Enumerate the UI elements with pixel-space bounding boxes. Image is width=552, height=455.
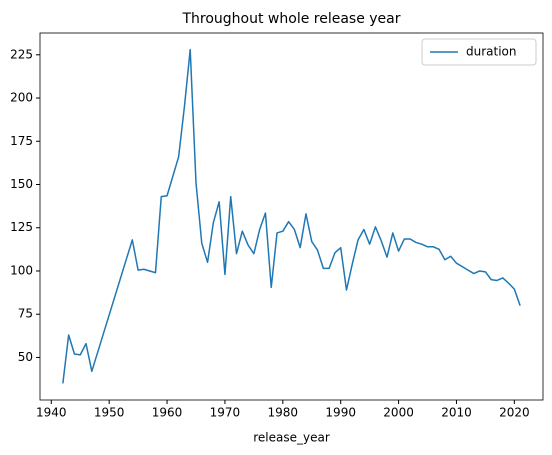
legend-box	[421, 38, 537, 66]
y-tick-label: 100	[10, 263, 33, 277]
y-tick-label: 175	[10, 134, 33, 148]
y-tick-label: 75	[18, 307, 33, 321]
x-tick-label: 1980	[268, 406, 299, 420]
y-tick-label: 200	[10, 91, 33, 105]
x-tick-label: 1950	[94, 406, 125, 420]
x-tick-label: 2020	[499, 406, 530, 420]
y-tick-label: 125	[10, 220, 33, 234]
x-axis-label: release_year	[253, 431, 330, 445]
x-tick-label: 1940	[36, 406, 67, 420]
x-tick-label: 1960	[152, 406, 183, 420]
x-tick-label: 2000	[383, 406, 414, 420]
plot-frame	[39, 32, 544, 401]
y-tick-label: 50	[18, 350, 33, 364]
chart-title: Throughout whole release year	[181, 11, 400, 27]
x-tick-label: 2010	[441, 406, 472, 420]
legend-label: duration	[466, 45, 517, 59]
x-tick-label: 1990	[325, 406, 356, 420]
line-series	[62, 48, 521, 384]
x-tick-label: 1970	[210, 406, 241, 420]
y-tick-label: 150	[10, 177, 33, 191]
y-tick-label: 225	[10, 47, 33, 61]
